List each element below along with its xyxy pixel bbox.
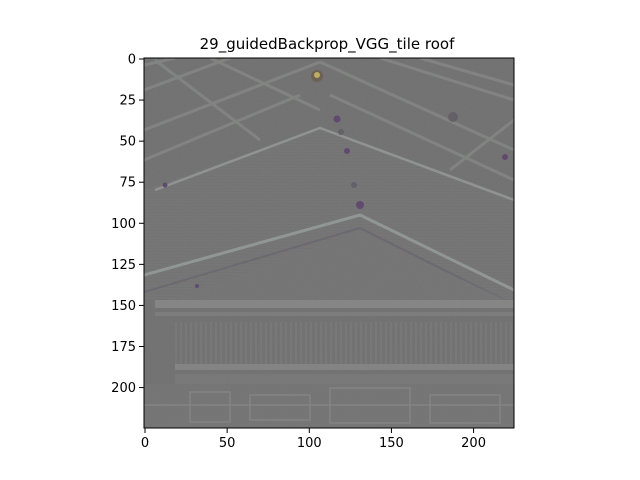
x-tick-label: 150 [379, 436, 404, 451]
x-tick-label: 200 [461, 436, 486, 451]
y-tick-label: 25 [119, 94, 136, 109]
x-tick-label: 100 [297, 436, 322, 451]
y-tick-label: 175 [111, 340, 136, 355]
y-axis: 0 25 50 75 100 125 150 175 200 [111, 53, 144, 396]
y-tick-label: 50 [119, 135, 136, 150]
y-tick-label: 75 [119, 176, 136, 191]
saliency-image [144, 58, 514, 428]
y-tick-label: 0 [128, 53, 136, 68]
y-tick-label: 200 [111, 381, 136, 396]
x-tick-label: 50 [219, 436, 236, 451]
y-tick-label: 125 [111, 258, 136, 273]
x-tick-label: 0 [141, 436, 149, 451]
y-tick-label: 150 [111, 299, 136, 314]
figure-title: 29_guidedBackprop_VGG_tile roof [200, 35, 455, 54]
x-axis: 0 50 100 150 200 [141, 428, 486, 451]
axes-frame [143, 57, 515, 429]
y-tick-label: 100 [111, 217, 136, 232]
